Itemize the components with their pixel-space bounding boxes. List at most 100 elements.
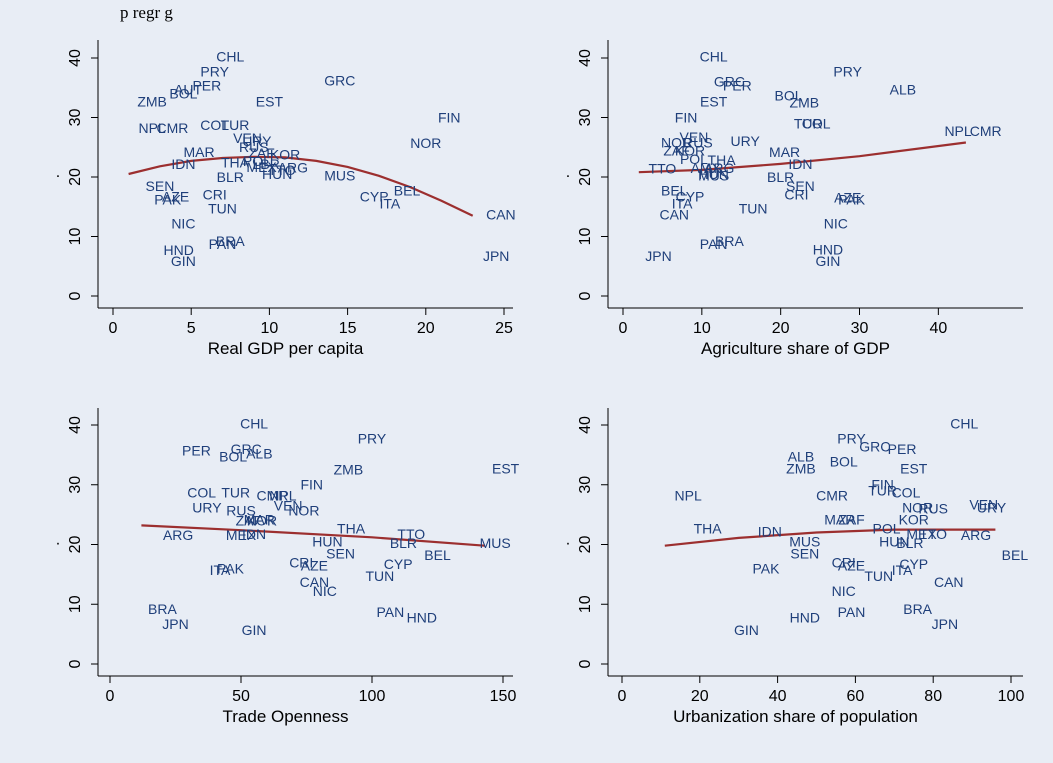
country-point-pak: PAK — [154, 192, 182, 208]
x-tick-label: 0 — [618, 688, 627, 705]
y-tick-label: 40 — [67, 49, 84, 67]
country-point-ven: VEN — [680, 129, 709, 145]
country-point-tun: TUN — [208, 200, 237, 216]
panel-trade-openness: 0 10 20 30 40 0 50 100 150 Trade Openness. CHL PRY P… — [56, 408, 520, 726]
country-point-ury: URY — [731, 133, 761, 149]
country-point-pak: PAK — [217, 560, 245, 576]
x-tick-label: 0 — [619, 320, 628, 337]
country-point-kor: KOR — [899, 511, 929, 527]
country-point-alb: ALB — [788, 449, 814, 465]
country-point-jpn: JPN — [932, 616, 958, 632]
country-point-bol: BOL — [775, 87, 803, 103]
country-point-hun: HUN — [262, 166, 292, 182]
y-axis-title: . — [566, 164, 570, 181]
country-point-tun: TUN — [739, 200, 768, 216]
country-point-nic: NIC — [832, 583, 856, 599]
country-point-mex: MEX — [246, 159, 277, 175]
country-point-hnd: HND — [790, 609, 820, 625]
country-point-grc: GRC — [714, 74, 745, 90]
country-point-pak: PAK — [838, 192, 866, 208]
fitted-curve — [128, 155, 474, 217]
country-point-zmb: ZMB — [137, 93, 167, 109]
country-point-tha: THA — [221, 155, 250, 171]
country-point-pan: PAN — [700, 236, 728, 252]
country-point-mex: MEX — [226, 527, 257, 543]
country-point-gin: GIN — [734, 622, 759, 638]
country-point-idn: IDN — [171, 156, 195, 172]
country-point-zaf: ZAF — [663, 143, 689, 159]
country-point-tur: TUR — [221, 117, 250, 133]
country-point-mus: MUS — [324, 168, 355, 184]
country-point-cri: CRI — [784, 187, 808, 203]
country-point-mus: MUS — [789, 533, 820, 549]
country-point-arg: ARG — [961, 527, 991, 543]
country-point-zmb: ZMB — [334, 462, 364, 478]
country-point-sen: SEN — [326, 545, 355, 561]
country-point-hnd: HND — [164, 242, 194, 258]
y-tick-label: 40 — [577, 49, 594, 67]
y-tick-label: 20 — [577, 168, 594, 186]
y-tick-label: 0 — [577, 659, 594, 668]
country-point-tha: THA — [708, 152, 737, 168]
country-point-gin: GIN — [242, 622, 267, 638]
country-point-ury: URY — [977, 499, 1007, 515]
country-point-pan: PAN — [209, 236, 237, 252]
country-point-chl: CHL — [240, 416, 268, 432]
y-tick-label: 20 — [67, 536, 84, 554]
country-point-idn: IDN — [242, 526, 266, 542]
country-point-bol: BOL — [169, 86, 197, 102]
country-point-pak: PAK — [752, 560, 780, 576]
country-point-ita: ITA — [379, 196, 400, 212]
header-fragment: p regr g — [120, 3, 173, 22]
country-point-sen: SEN — [790, 545, 819, 561]
y-tick-label: 0 — [67, 291, 84, 300]
country-point-grc: GRC — [859, 438, 890, 454]
country-point-sen: SEN — [786, 178, 815, 194]
y-tick-label: 40 — [577, 416, 594, 434]
country-point-lbr: LBR — [253, 156, 280, 172]
y-axis-title: . — [566, 532, 570, 549]
country-point-arg: ARG — [163, 527, 193, 543]
country-point-cmr: CMR — [256, 487, 288, 503]
country-point-cyp: CYP — [384, 556, 413, 572]
country-point-cmr: CMR — [816, 487, 848, 503]
country-point-ven: VEN — [274, 498, 303, 514]
panel-urbanization-share: 0 10 20 30 40 0 20 40 60 80 100 Urbanization share … — [566, 408, 1029, 726]
country-point-idn: IDN — [758, 523, 782, 539]
country-point-pol: POL — [243, 153, 271, 169]
country-point-hun: HUN — [879, 533, 909, 549]
y-tick-label: 20 — [577, 536, 594, 554]
country-point-can: CAN — [934, 574, 964, 590]
country-point-aze: AZE — [838, 557, 865, 573]
country-point-zaf: ZAF — [248, 145, 274, 161]
country-point-nor: NOR — [902, 499, 933, 515]
x-axis-title: Real GDP per capita — [208, 339, 364, 358]
country-point-nor: NOR — [410, 135, 441, 151]
country-point-per: PER — [182, 443, 211, 459]
y-tick-label: 0 — [67, 659, 84, 668]
country-point-blr: BLR — [896, 535, 923, 551]
x-tick-label: 0 — [106, 688, 115, 705]
x-tick-label: 100 — [998, 688, 1025, 705]
country-point-mar: MAR — [824, 511, 855, 527]
country-point-mar: MAR — [244, 511, 275, 527]
country-point-aze: AZE — [162, 189, 189, 205]
country-point-cmr: CMR — [156, 120, 188, 136]
y-tick-label: 40 — [67, 416, 84, 434]
country-point-bra: BRA — [715, 233, 744, 249]
country-point-pol: POL — [873, 520, 901, 536]
country-point-cri: CRI — [203, 187, 227, 203]
country-point-bel: BEL — [1002, 547, 1029, 563]
country-point-gin: GIN — [816, 253, 841, 269]
country-point-col: COL — [802, 115, 831, 131]
x-tick-label: 20 — [772, 320, 790, 337]
country-point-tun: TUN — [365, 568, 394, 584]
country-point-blr: BLR — [217, 169, 244, 185]
country-point-cyp: CYP — [676, 189, 705, 205]
x-tick-label: 20 — [417, 320, 435, 337]
country-point-per: PER — [192, 77, 221, 93]
country-point-rus: RUS — [226, 502, 256, 518]
country-point-nic: NIC — [313, 583, 337, 599]
fitted-curve — [141, 524, 485, 547]
